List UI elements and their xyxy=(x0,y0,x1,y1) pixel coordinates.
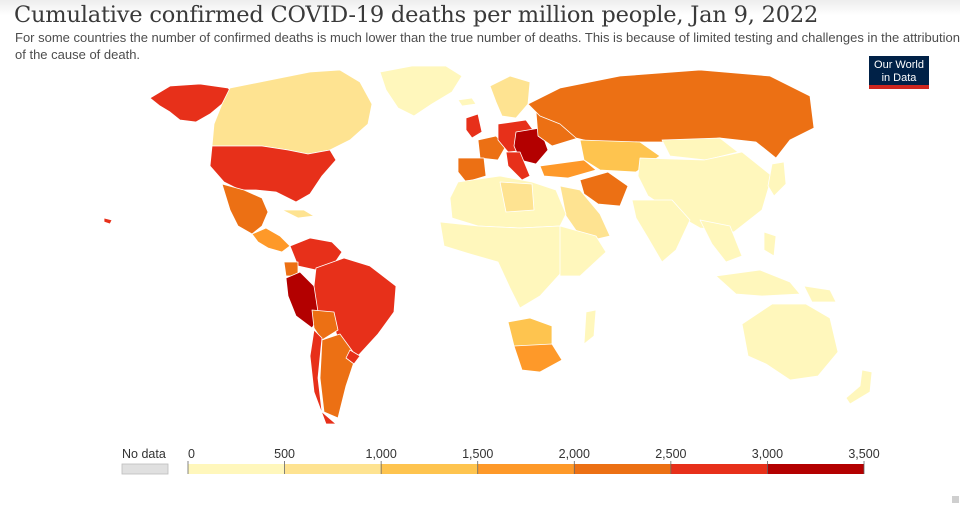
world-map xyxy=(103,65,873,425)
country-philippines[interactable] xyxy=(763,231,777,257)
country-india[interactable] xyxy=(631,199,691,263)
logo-line-2: in Data xyxy=(881,71,917,84)
country-west-central-africa[interactable] xyxy=(439,221,585,309)
country-bolivia[interactable] xyxy=(311,309,339,341)
country-iceland[interactable] xyxy=(457,97,477,107)
country-italy[interactable] xyxy=(505,151,531,181)
header-background xyxy=(0,0,960,70)
country-chile[interactable] xyxy=(309,329,337,425)
country-turkey[interactable] xyxy=(539,159,597,179)
legend-bin-2[interactable] xyxy=(381,464,478,474)
logo-line-1: Our World xyxy=(874,59,924,71)
country-usa[interactable] xyxy=(209,145,337,203)
country-cuba[interactable] xyxy=(281,209,315,219)
country-iran-region[interactable] xyxy=(579,171,629,207)
legend-tick-label-4: 2,000 xyxy=(559,447,590,461)
legend-bin-0[interactable] xyxy=(188,464,285,474)
legend-bin-6[interactable] xyxy=(767,464,864,474)
legend-tick-label-3: 1,500 xyxy=(462,447,493,461)
country-brazil[interactable] xyxy=(313,257,397,359)
legend-no-data-swatch xyxy=(121,463,169,475)
legend-bin-3[interactable] xyxy=(477,464,575,474)
country-alaska[interactable] xyxy=(149,83,233,123)
chart-subtitle: For some countries the number of confirm… xyxy=(15,30,960,62)
legend-bin-1[interactable] xyxy=(284,464,382,474)
country-south-africa[interactable] xyxy=(513,343,563,373)
country-uk[interactable] xyxy=(465,113,483,139)
country-canada[interactable] xyxy=(211,69,373,155)
country-china[interactable] xyxy=(637,151,773,233)
country-east-africa[interactable] xyxy=(559,225,607,277)
country-japan[interactable] xyxy=(767,161,787,197)
legend-tick-label-0: 0 xyxy=(188,447,195,461)
country-colombia-venezuela[interactable] xyxy=(289,237,343,271)
country-russia[interactable] xyxy=(527,69,815,159)
country-australia[interactable] xyxy=(741,303,839,381)
country-france[interactable] xyxy=(477,135,507,161)
legend-tick-label-1: 500 xyxy=(274,447,295,461)
legend-tick-label-5: 2,500 xyxy=(655,447,686,461)
chart-title: Cumulative confirmed COVID-19 deaths per… xyxy=(14,2,819,28)
country-libya[interactable] xyxy=(499,181,535,213)
legend: No data 0 500 1,000 1,500 2,000 2,500 3,000 3,5… xyxy=(121,447,880,475)
country-middle-east[interactable] xyxy=(559,185,611,243)
legend-tick-label-7: 3,500 xyxy=(848,447,879,461)
owid-logo[interactable]: Our World in Data xyxy=(869,56,929,89)
country-iberia[interactable] xyxy=(457,157,487,183)
legend-bin-4[interactable] xyxy=(574,464,671,474)
legend-tick-label-6: 3,000 xyxy=(752,447,783,461)
legend-bin-5[interactable] xyxy=(670,464,768,474)
corner-marker xyxy=(952,496,959,503)
legend-tick-label-2: 1,000 xyxy=(366,447,397,461)
country-mexico[interactable] xyxy=(221,183,269,235)
country-southeast-asia[interactable] xyxy=(699,219,743,263)
country-scandinavia[interactable] xyxy=(489,75,531,119)
country-uruguay[interactable] xyxy=(345,349,361,365)
country-greenland[interactable] xyxy=(379,65,463,117)
country-madagascar[interactable] xyxy=(583,309,597,345)
legend-no-data-label: No data xyxy=(122,447,166,461)
country-papua-new-guinea[interactable] xyxy=(803,285,837,303)
country-central-america[interactable] xyxy=(251,227,291,253)
country-argentina[interactable] xyxy=(319,333,357,419)
country-new-zealand[interactable] xyxy=(845,369,873,405)
country-indonesia[interactable] xyxy=(715,269,801,297)
country-hawaii[interactable] xyxy=(103,217,113,225)
